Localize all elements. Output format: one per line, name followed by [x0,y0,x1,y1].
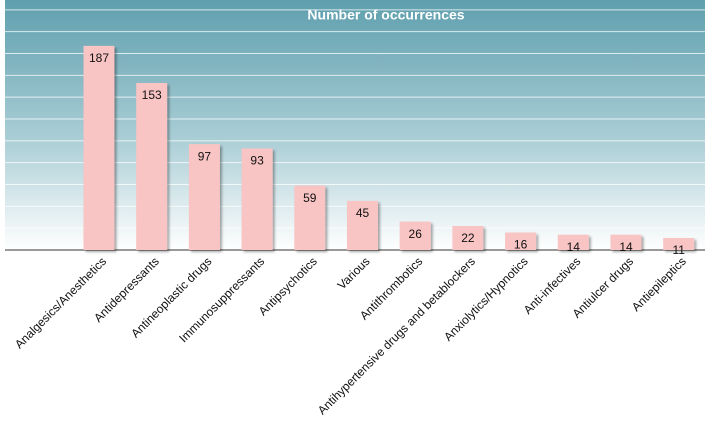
x-tick-label: Various [335,254,373,292]
bar [83,45,115,250]
value-label: 16 [514,238,528,252]
bar [294,185,326,250]
bar [663,237,695,250]
bar [347,200,378,250]
value-label: 14 [567,240,581,254]
bar [557,234,589,250]
value-label: 26 [409,227,423,241]
value-label: 14 [619,240,633,254]
chart-title: Number of occurrences [307,7,464,23]
bar [136,82,168,251]
bar [399,221,431,250]
x-tick-label: Analgesics/Anesthetics [12,254,109,351]
value-label: 11 [672,243,685,257]
value-label: 45 [356,206,370,220]
value-label: 97 [198,149,212,163]
bar [505,232,537,250]
value-label: 187 [89,51,109,65]
value-label: 93 [250,154,264,168]
bar [452,225,484,250]
bar [188,144,220,250]
x-tick-label: Antiepileptics [629,254,689,314]
value-label: 59 [303,191,317,205]
bar [241,148,273,250]
value-label: 22 [461,231,475,245]
bar [610,234,642,250]
value-label: 153 [142,88,162,102]
